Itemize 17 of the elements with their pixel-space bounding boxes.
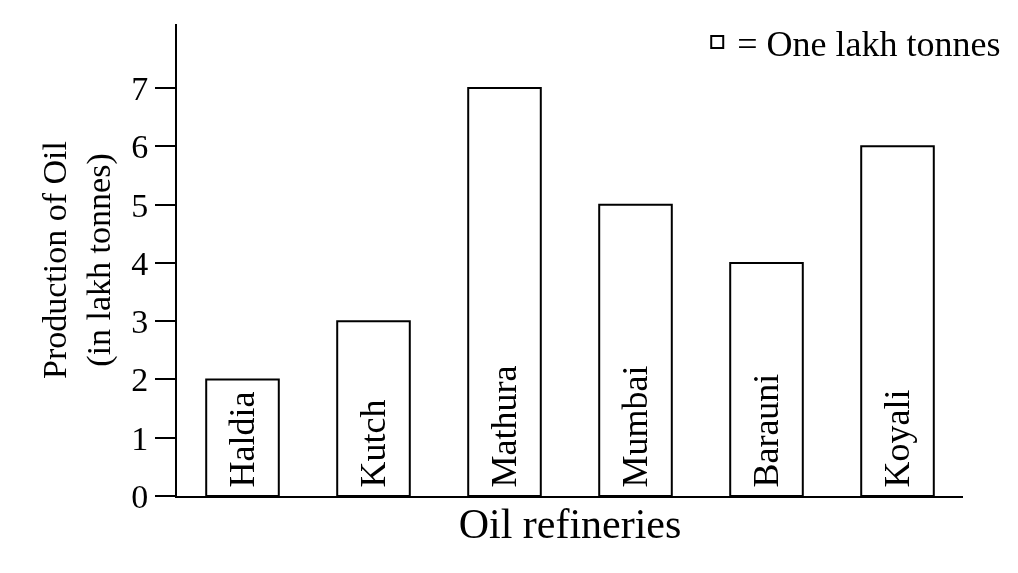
- x-tick-label: Barauni: [746, 373, 787, 488]
- y-tick-label: 4: [131, 244, 149, 282]
- y-tick-label: 5: [131, 186, 149, 224]
- y-axis-title: Production of Oil (in lakh tonnes): [36, 141, 119, 379]
- y-tick-label: 7: [131, 70, 149, 107]
- y-tick-label: 2: [131, 361, 149, 399]
- y-tick-label: 6: [131, 128, 149, 166]
- y-tick-label: 0: [131, 477, 149, 515]
- x-tick-label: Haldia: [222, 391, 263, 488]
- x-axis-title: Oil refineries: [458, 501, 682, 547]
- x-tick-label: Koyali: [877, 389, 918, 488]
- y-tick-label: 1: [131, 419, 149, 457]
- y-tick-label: 3: [131, 303, 149, 341]
- x-tick-label: Kutch: [353, 399, 394, 488]
- x-tick-label: Mathura: [484, 365, 525, 488]
- x-tick-label: Mumbai: [615, 365, 656, 488]
- legend-label: = One lakh tonnes: [737, 24, 1001, 65]
